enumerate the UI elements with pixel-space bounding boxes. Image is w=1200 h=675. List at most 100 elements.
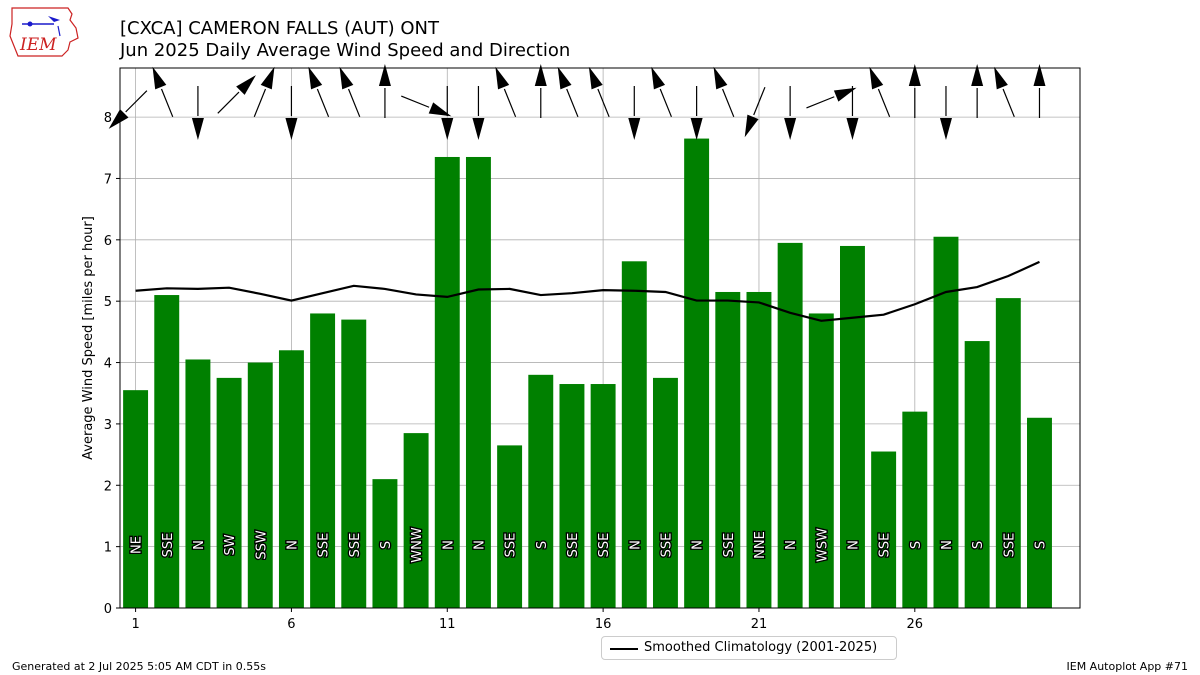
y-tick-label: 2 — [104, 479, 112, 494]
y-tick-label: 1 — [104, 541, 112, 556]
wind-direction-arrow — [784, 86, 797, 140]
wind-speed-bar — [559, 384, 585, 608]
direction-label: S — [909, 541, 924, 549]
direction-label: N — [628, 540, 643, 550]
wind-direction-arrow — [308, 66, 330, 118]
logo-text: IEM — [19, 35, 57, 55]
wind-speed-bar — [964, 341, 990, 608]
wind-speed-bar — [1027, 417, 1052, 608]
y-tick-label: 3 — [104, 418, 112, 433]
wind-speed-bar — [902, 411, 928, 608]
direction-label: SSE — [1002, 533, 1017, 558]
x-tick-label: 21 — [751, 617, 768, 632]
direction-label: N — [846, 540, 861, 550]
y-tick-label: 7 — [104, 172, 112, 187]
wind-speed-bar — [216, 377, 242, 608]
x-tick-label: 1 — [131, 617, 139, 632]
wind-direction-arrow — [939, 86, 952, 140]
wind-speed-bar — [465, 156, 491, 608]
x-tick-label: 11 — [439, 617, 456, 632]
wind-speed-bar — [278, 350, 304, 608]
wind-speed-bar — [995, 298, 1021, 608]
wind-direction-arrow — [744, 86, 766, 138]
direction-label: S — [1033, 541, 1048, 549]
wind-speed-bar — [840, 245, 865, 609]
direction-label: SSE — [566, 533, 581, 558]
wind-speed-bar — [403, 433, 429, 608]
y-tick-label: 0 — [104, 602, 112, 617]
wind-speed-bar — [621, 261, 647, 608]
wind-speed-bar — [590, 384, 616, 608]
wind-direction-arrow — [628, 86, 641, 140]
wind-direction-arrow — [495, 66, 517, 118]
app-credit: IEM Autoplot App #71 — [1066, 660, 1189, 673]
wind-direction-arrow — [191, 86, 204, 140]
wind-speed-bar — [777, 242, 803, 609]
chart-title-line1: [CXCA] CAMERON FALLS (AUT) ONT — [120, 18, 439, 39]
wind-direction-arrow — [378, 64, 391, 118]
bars-layer — [123, 138, 1052, 609]
direction-label: N — [784, 540, 799, 550]
wind-direction-arrow — [441, 86, 454, 140]
y-tick-label: 6 — [104, 234, 112, 249]
wind-speed-bar — [871, 451, 897, 608]
direction-label: S — [971, 541, 986, 549]
legend-label: Smoothed Climatology (2001-2025) — [644, 640, 878, 655]
wind-direction-arrow — [339, 66, 361, 118]
wind-direction-arrow — [588, 66, 610, 118]
wind-speed-bar — [154, 295, 180, 608]
direction-label: SSE — [317, 533, 332, 558]
x-tick-label: 26 — [907, 617, 924, 632]
wind-direction-arrow — [994, 66, 1015, 118]
direction-label: N — [192, 540, 207, 550]
direction-label: SW — [223, 534, 238, 555]
direction-label: WNW — [410, 527, 425, 563]
direction-label: N — [472, 540, 487, 550]
generated-timestamp: Generated at 2 Jul 2025 5:05 AM CDT in 0… — [12, 660, 266, 673]
wind-speed-bar — [372, 479, 398, 608]
chart-title-line2: Jun 2025 Daily Average Wind Speed and Di… — [120, 40, 571, 61]
wind-direction-arrow — [401, 95, 452, 117]
wind-direction-arrow — [152, 66, 174, 118]
wind-direction-arrow — [472, 86, 485, 140]
wind-direction-arrow — [971, 64, 984, 118]
direction-label: SSE — [161, 533, 176, 558]
wind-direction-arrow — [217, 75, 256, 114]
wind-speed-bar — [933, 236, 959, 608]
x-tick-label: 16 — [595, 617, 612, 632]
direction-label: SSE — [722, 533, 737, 558]
wind-speed-bar — [684, 138, 710, 608]
wind-speed-bar — [310, 313, 336, 608]
iem-logo-icon: IEM — [9, 7, 79, 57]
x-tick-label: 6 — [287, 617, 295, 632]
direction-label: N — [940, 540, 955, 550]
direction-label: N — [285, 540, 300, 550]
climatology-layer — [135, 260, 1040, 322]
direction-label: NE — [130, 536, 145, 554]
y-tick-label: 4 — [104, 357, 112, 372]
wind-direction-arrow — [690, 86, 703, 140]
direction-label: NNE — [753, 531, 768, 559]
direction-label: SSE — [348, 533, 363, 558]
plot-frame — [119, 67, 1081, 609]
direction-label: S — [379, 541, 394, 549]
direction-label: SSE — [878, 533, 893, 558]
wind-speed-bar — [247, 362, 273, 608]
wind-direction-arrow — [108, 90, 148, 129]
direction-label: SSW — [254, 530, 269, 560]
climatology-line — [135, 260, 1040, 322]
wind-speed-bar — [715, 291, 741, 608]
wind-speed-bar — [434, 156, 460, 608]
direction-label: N — [441, 540, 456, 550]
direction-labels-layer: NE SSE N SW SSW N SSE SSE S WNW N N SSE S SSE SSE N SSE N S… — [128, 526, 1049, 564]
direction-label: S — [535, 541, 550, 549]
wind-speed-bar — [652, 377, 678, 608]
direction-label: SSE — [504, 533, 519, 558]
wind-direction-arrow — [806, 87, 857, 109]
y-tick-label: 5 — [104, 295, 112, 310]
wind-direction-arrow — [285, 86, 298, 140]
wind-speed-bar — [497, 445, 523, 608]
legend-line-swatch — [610, 648, 638, 650]
